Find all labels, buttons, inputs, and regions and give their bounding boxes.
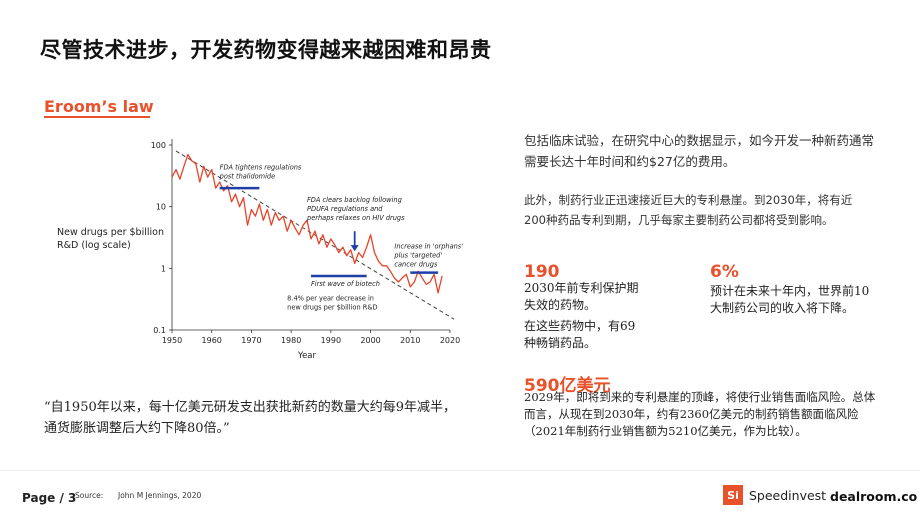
annotation-text: plus 'targeted' (393, 251, 442, 259)
trend-line-path (175, 150, 455, 320)
x-tick-label: 1970 (241, 336, 261, 345)
y-axis-label-line: R&D (log scale) (57, 240, 131, 251)
stat-6pct-value: 6% (710, 262, 739, 282)
speedinvest-logo-name: Speedinvest (749, 487, 827, 503)
x-tick-label: 2000 (360, 336, 380, 345)
annotation-text: perhaps relaxes on HIV drugs (306, 214, 405, 222)
source-text: John M Jennings, 2020 (118, 491, 202, 500)
annotation-text: cancer drugs (394, 260, 438, 268)
data-series (171, 153, 443, 294)
trend-line (175, 150, 455, 320)
stat-190-value: 190 (524, 262, 560, 282)
source-label: Source: (75, 491, 104, 500)
annotation-text: Increase in 'orphans' (394, 242, 463, 250)
quote-text: “自1950年以来，每十亿美元研发支出获批新药的数量大约每9年减半，通货膨胀调整… (44, 400, 457, 436)
subtitle-underline (44, 116, 150, 118)
y-axis-label: New drugs per $billion R&D (log scale) (57, 226, 164, 252)
x-tick-label: 1960 (202, 336, 222, 345)
footer-divider (0, 470, 920, 471)
y-axis-label-line: New drugs per $billion (57, 227, 164, 238)
annotation-text: First wave of biotech (311, 280, 380, 288)
dealroom-logo: dealroom.co (830, 489, 918, 504)
annotation-text: FDA clears backlog following (307, 196, 402, 204)
stat-6pct-description: 预计在未来十年内，世界前10大制药公司的收入将下降。 (710, 284, 870, 315)
annotation-text: post thalidomide (219, 173, 276, 181)
x-tick-label: 1990 (321, 336, 341, 345)
y-tick-label: 100 (151, 141, 166, 150)
stat-59b-value: 590亿美元 (524, 376, 611, 396)
annotation-arrow-head (350, 245, 359, 252)
x-tick-label: 1950 (162, 336, 182, 345)
annotation-text: new drugs per $billion R&D (287, 304, 377, 312)
stat-59b-description: 2029年，即将到来的专利悬崖的顶峰，将使行业销售面临风险。总体而言，从现在到2… (524, 390, 876, 438)
y-tick-label: 0.1 (153, 326, 166, 335)
y-tick-label: 10 (156, 203, 166, 212)
x-tick-label: 1980 (281, 336, 301, 345)
erooms-law-chart: 1950 1960 1970 1980 1990 2000 2010 2020 100 10 1 0.… (151, 139, 464, 361)
annotation-text: 8.4% per year decrease in (287, 295, 374, 303)
chart-axes: 1950 1960 1970 1980 1990 2000 2010 2020 100 10 1 0.… (151, 139, 460, 361)
slide-title: 尽管技术进步，开发药物变得越来越困难和昂贵 (40, 38, 492, 62)
section-subtitle: Eroom’s law (44, 97, 154, 116)
x-tick-label: 2010 (400, 336, 420, 345)
speedinvest-logo-mark: Si (723, 485, 743, 505)
drugs-per-billion-line (171, 153, 443, 294)
y-tick-label: 1 (161, 264, 166, 273)
annotation-text: FDA tightens regulations (220, 164, 302, 172)
speedinvest-logo: Si Speedinvest (723, 485, 826, 505)
stat-190-extra: 在这些药物中，有69种畅销药品。 (524, 319, 636, 350)
x-axis-label: Year (297, 351, 317, 361)
annotation-text: PDUFA regulations and (307, 205, 383, 213)
paragraph-cost: 包括临床试验，在研究中心的数据显示，如今开发一种新药通常需要长达十年时间和约$2… (524, 133, 875, 169)
paragraph-patent-cliff: 此外，制药行业正迅速接近巨大的专利悬崖。到2030年，将有近200种药品专利到期… (524, 193, 853, 227)
page-number: Page / 3 (22, 491, 77, 505)
stat-190-description: 2030年前专利保护期失效的药物。 (524, 281, 639, 312)
x-tick-label: 2020 (440, 336, 460, 345)
